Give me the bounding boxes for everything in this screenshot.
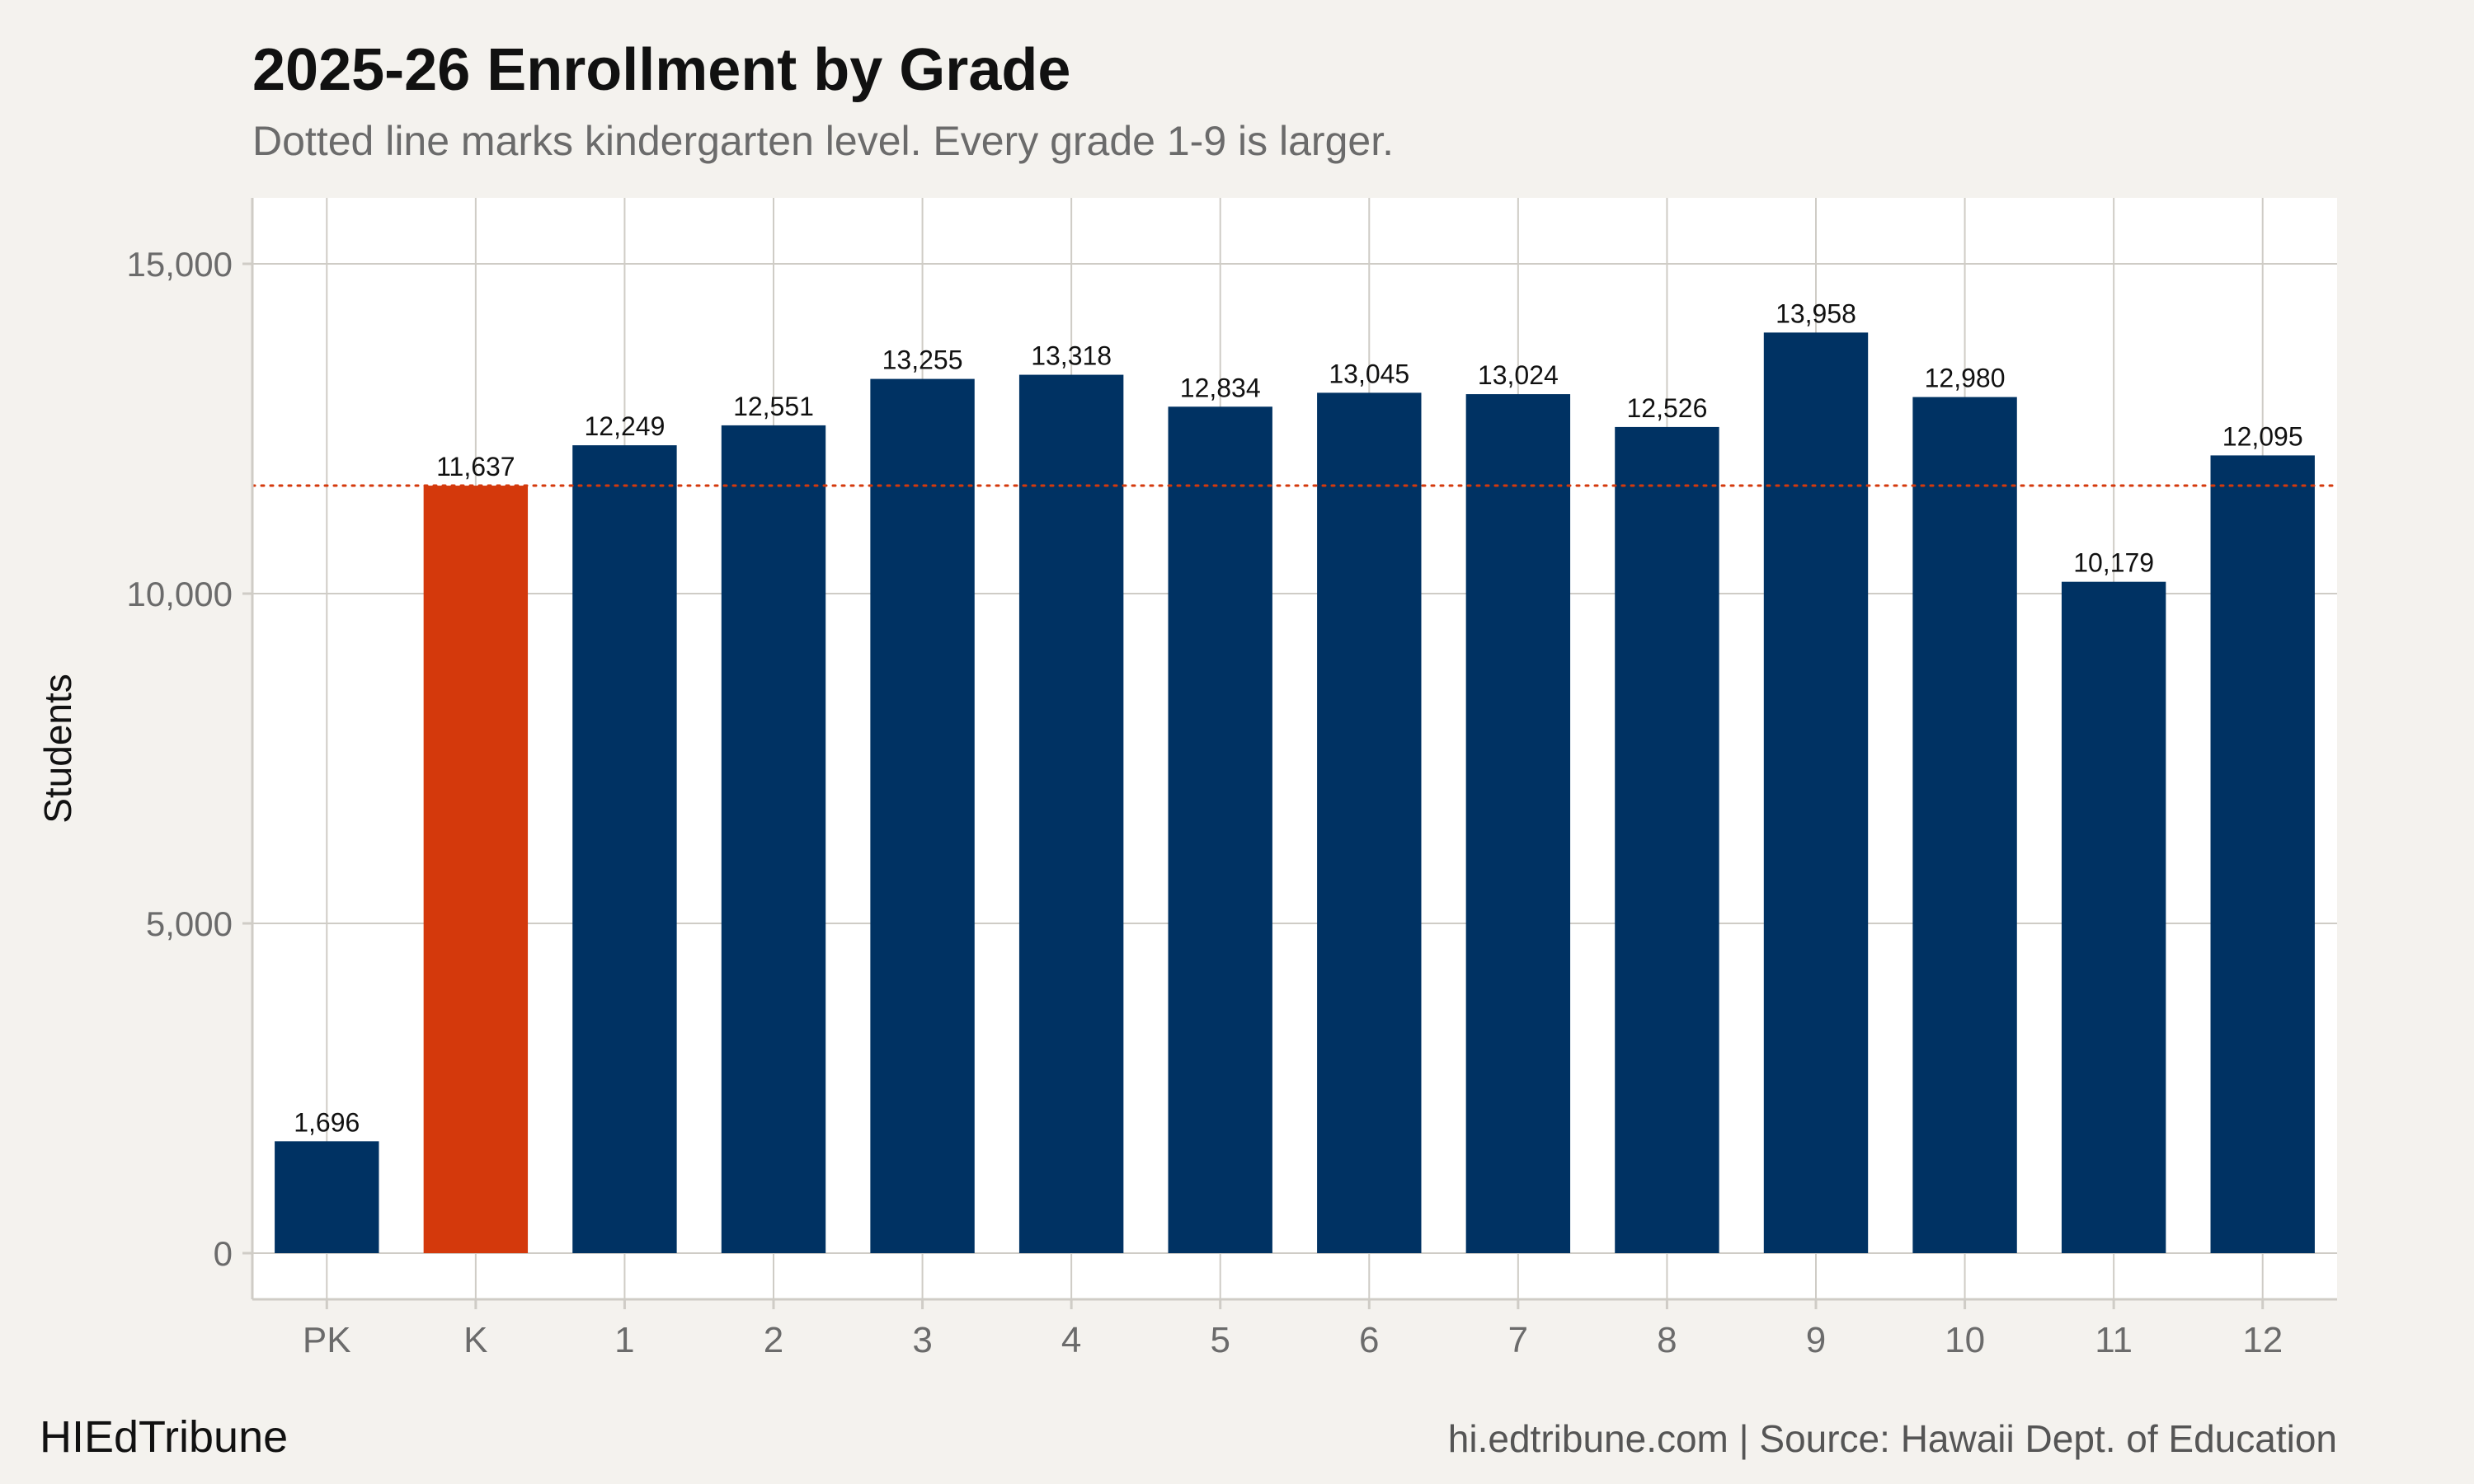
bar-pk <box>275 1141 379 1253</box>
plot-panel <box>252 198 2337 1299</box>
bars <box>275 332 2315 1254</box>
brand-label: HIEdTribune <box>40 1412 289 1462</box>
value-label: 12,249 <box>584 411 665 441</box>
y-tick-label: 15,000 <box>127 245 233 284</box>
value-label: 13,318 <box>1031 341 1112 371</box>
bar-11 <box>2061 581 2166 1253</box>
x-tick-label: 10 <box>1945 1320 1985 1360</box>
y-tick-label: 0 <box>214 1234 233 1273</box>
x-tick-label: 3 <box>912 1320 932 1360</box>
bar-9 <box>1763 332 1869 1253</box>
source-note: hi.edtribune.com | Source: Hawaii Dept. … <box>1447 1417 2337 1460</box>
bar-5 <box>1168 406 1272 1253</box>
value-label: 12,551 <box>733 392 814 421</box>
x-tick-label: 9 <box>1806 1320 1826 1360</box>
x-tick-label: 6 <box>1359 1320 1379 1360</box>
chart-title: 2025-26 Enrollment by Grade <box>252 37 1071 103</box>
bar-10 <box>1912 397 2017 1254</box>
x-tick-label: K <box>463 1320 487 1360</box>
y-tick-label: 5,000 <box>146 904 233 943</box>
bar-3 <box>870 378 975 1254</box>
y-tick-label: 10,000 <box>127 575 233 613</box>
value-label: 12,526 <box>1626 393 1707 423</box>
x-tick-label: 4 <box>1061 1320 1081 1360</box>
bar-4 <box>1018 374 1124 1253</box>
value-label: 13,958 <box>1776 298 1856 328</box>
bar-6 <box>1317 392 1422 1253</box>
x-tick-label: 11 <box>2095 1320 2133 1360</box>
value-labels: 1,696 11,637 12,249 12,551 13,255 13,318 12,83… <box>294 298 2302 1137</box>
x-tick-label: 1 <box>614 1320 634 1360</box>
x-tick-label: 2 <box>764 1320 783 1360</box>
bar-k <box>423 486 529 1253</box>
value-label: 1,696 <box>294 1107 360 1137</box>
bar-12 <box>2210 455 2315 1253</box>
y-axis-label: Students <box>36 674 79 824</box>
x-tick-label: 8 <box>1657 1320 1677 1360</box>
value-label: 10,179 <box>2073 548 2154 578</box>
bar-1 <box>572 445 677 1253</box>
value-label: 13,255 <box>882 345 963 375</box>
bar-7 <box>1465 394 1571 1254</box>
value-label: 13,045 <box>1329 359 1409 388</box>
bar-8 <box>1615 426 1719 1253</box>
value-label: 12,980 <box>1925 364 2006 393</box>
bar-2 <box>721 425 826 1253</box>
x-tick-label: 7 <box>1508 1320 1528 1360</box>
x-tick-label: 12 <box>2242 1320 2283 1360</box>
chart-subtitle: Dotted line marks kindergarten level. Ev… <box>252 118 1394 164</box>
value-label: 11,637 <box>436 452 515 481</box>
value-label: 12,095 <box>2222 421 2303 451</box>
x-tick-label: 5 <box>1210 1320 1230 1360</box>
value-label: 13,024 <box>1478 360 1559 390</box>
x-tick-label: PK <box>303 1320 351 1360</box>
value-label: 12,834 <box>1180 373 1261 402</box>
